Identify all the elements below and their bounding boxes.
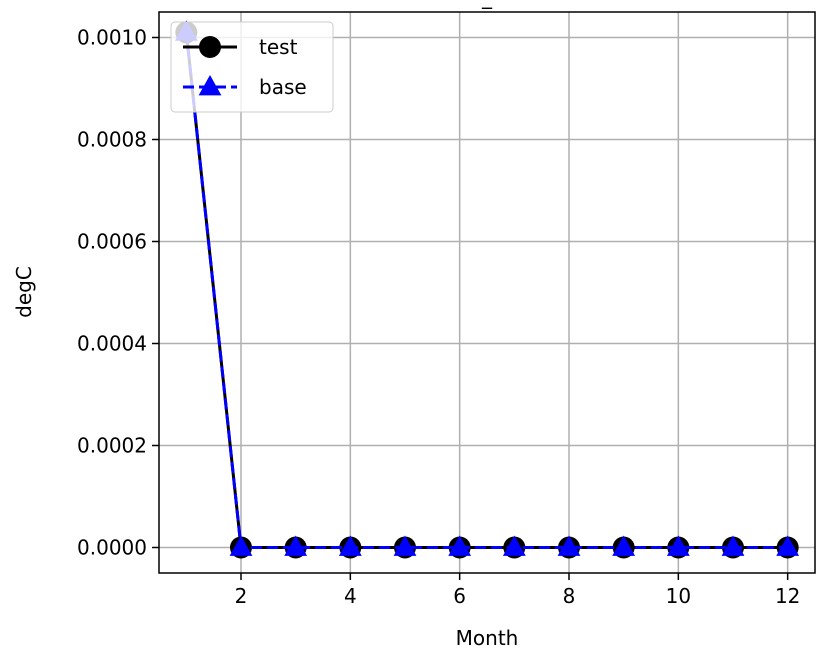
x-axis-label: Month xyxy=(456,626,519,650)
legend-label-base: base xyxy=(259,75,307,99)
data-point-base xyxy=(666,535,690,556)
x-tick-label: 12 xyxy=(775,584,800,608)
data-point-base xyxy=(229,535,253,556)
legend: test base xyxy=(170,21,334,113)
data-point-base xyxy=(776,535,800,556)
x-tick-label: 8 xyxy=(563,584,576,608)
chart-title: _ xyxy=(481,0,493,9)
data-point-base xyxy=(284,535,308,556)
legend-marker-test xyxy=(199,36,221,58)
x-tick-label: 2 xyxy=(235,584,248,608)
y-tick-label: 0.0002 xyxy=(77,434,147,458)
x-tick-label: 10 xyxy=(666,584,691,608)
y-axis-label: degC xyxy=(12,266,36,318)
x-tick-label: 6 xyxy=(453,584,466,608)
legend-box xyxy=(170,21,334,113)
y-tick-label: 0.0000 xyxy=(77,536,147,560)
y-tick-label: 0.0006 xyxy=(77,230,147,254)
data-point-base xyxy=(502,535,526,556)
plot-frame xyxy=(158,11,816,574)
y-tick-label: 0.0004 xyxy=(77,332,147,356)
data-point-base xyxy=(338,535,362,556)
data-point-base xyxy=(721,535,745,556)
data-point-base xyxy=(448,535,472,556)
y-tick-label: 0.0008 xyxy=(77,128,147,152)
series-line-base xyxy=(184,32,788,549)
data-point-base xyxy=(393,535,417,556)
data-point-base xyxy=(612,535,636,556)
ticks: 2 4 6 8 10 12 0.0000 0.0002 0.0004 0.0006 0.0008 0.… xyxy=(77,26,800,609)
legend-marker-base xyxy=(198,75,222,96)
data-point-base xyxy=(557,535,581,556)
legend-label-test: test xyxy=(259,35,298,59)
x-tick-label: 4 xyxy=(344,584,357,608)
y-tick-label: 0.0010 xyxy=(77,26,147,50)
